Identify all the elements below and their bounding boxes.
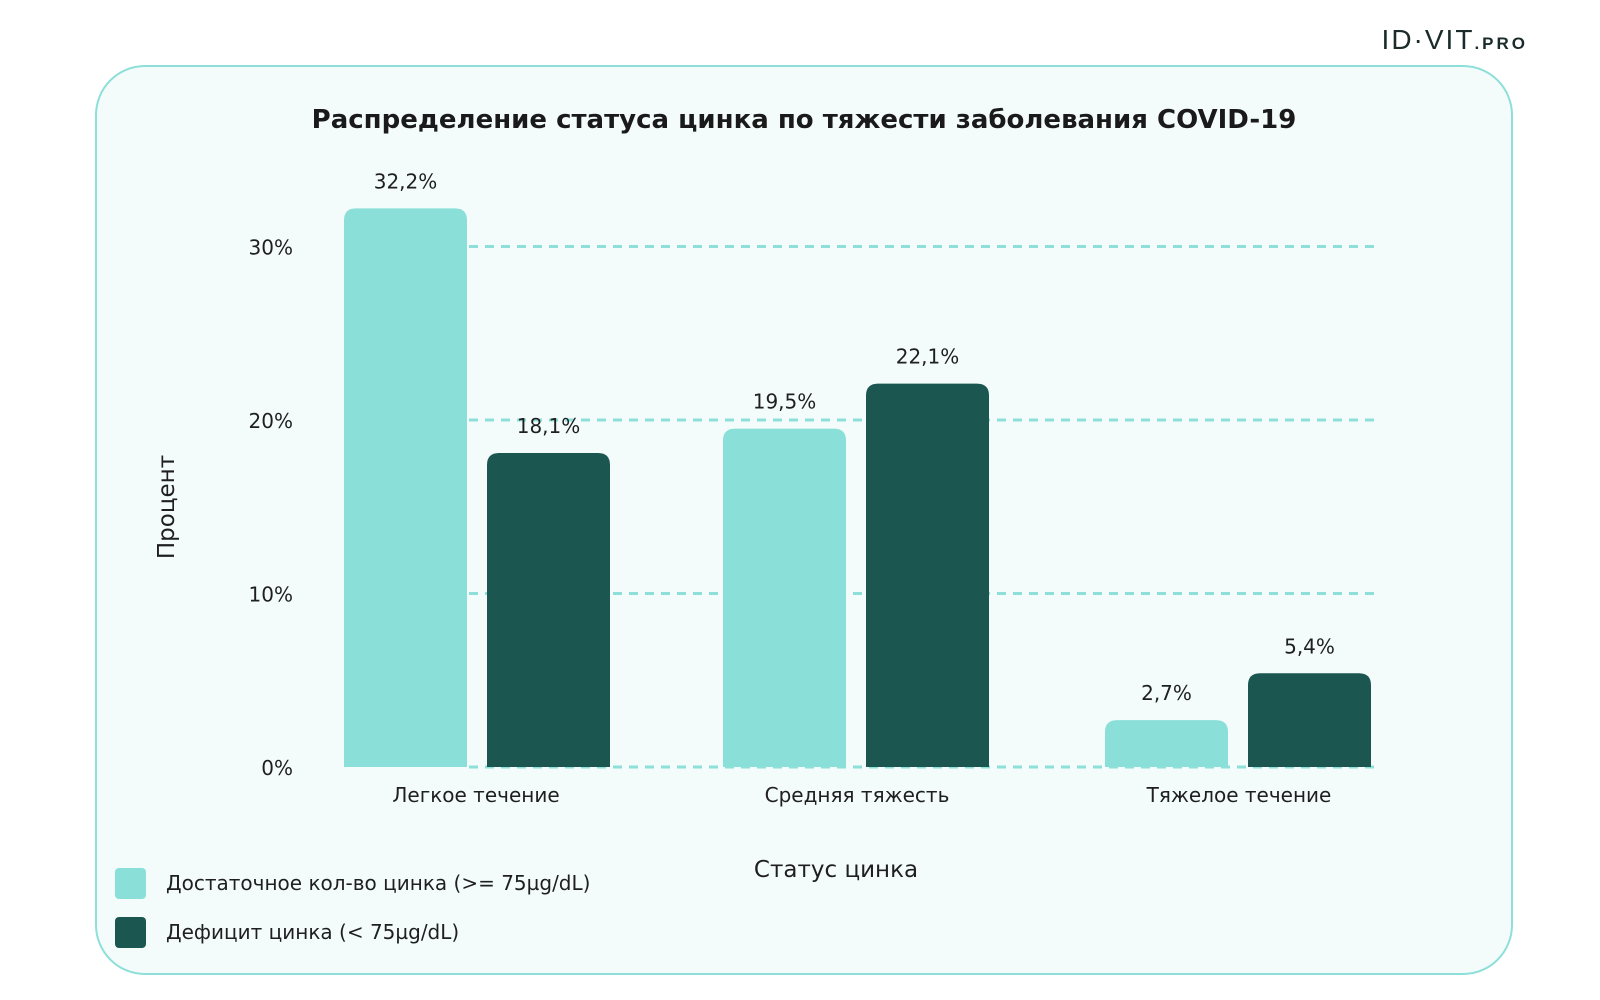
value-label-s1-c1: 22,1% — [896, 345, 960, 369]
bar-s0-c1 — [723, 429, 846, 767]
legend-label-deficit: Дефицит цинка (< 75µg/dL) — [166, 920, 459, 944]
bar-s1-c1 — [866, 384, 989, 767]
legend-item-sufficient: Достаточное кол-во цинка (>= 75µg/dL) — [115, 867, 590, 899]
value-label-s0-c0: 32,2% — [374, 169, 438, 193]
chart-card: Распределение статуса цинка по тяжести з… — [95, 65, 1513, 975]
y-tick-label-30: 30% — [249, 236, 293, 260]
x-tick-label-2: Тяжелое течение — [1146, 783, 1332, 807]
legend: Достаточное кол-во цинка (>= 75µg/dL) Де… — [115, 867, 590, 965]
value-label-s1-c0: 18,1% — [517, 414, 581, 438]
y-tick-label-20: 20% — [249, 409, 293, 433]
legend-swatch-deficit — [115, 917, 146, 948]
brand-logo: ID·VIT.PRO — [1382, 24, 1528, 56]
y-tick-label-0: 0% — [261, 756, 293, 780]
legend-label-sufficient: Достаточное кол-во цинка (>= 75µg/dL) — [166, 871, 590, 895]
bar-s1-c2 — [1248, 673, 1371, 767]
x-tick-label-1: Средняя тяжесть — [765, 783, 950, 807]
y-axis-label: Процент — [154, 455, 180, 559]
y-tick-label-10: 10% — [249, 583, 293, 607]
legend-item-deficit: Дефицит цинка (< 75µg/dL) — [115, 916, 590, 948]
value-label-s0-c2: 2,7% — [1141, 681, 1192, 705]
brand-name: ID·VIT — [1382, 24, 1475, 55]
x-tick-label-0: Легкое течение — [392, 783, 559, 807]
value-label-s0-c1: 19,5% — [753, 390, 817, 414]
brand-suffix: .PRO — [1474, 34, 1528, 53]
bar-s0-c2 — [1105, 720, 1228, 767]
bar-s1-c0 — [487, 453, 610, 767]
legend-swatch-sufficient — [115, 868, 146, 899]
bar-chart: 0% 10% 20% 30% 32,2% 19,5% 2,7% 18,1% 22,1% 5,4% Л… — [97, 67, 1515, 977]
value-label-s1-c2: 5,4% — [1284, 634, 1335, 658]
bar-s0-c0 — [344, 208, 467, 767]
